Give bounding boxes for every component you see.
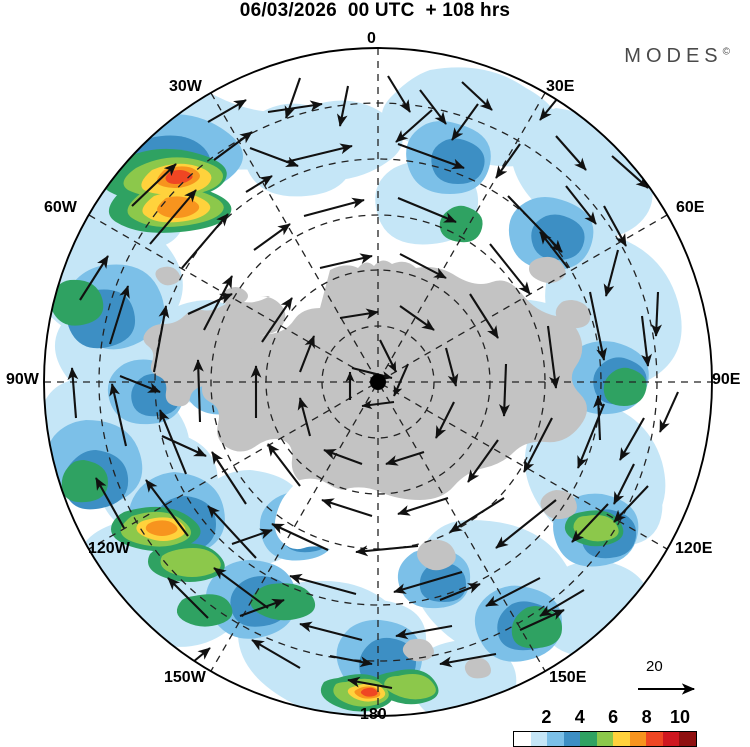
copyright-icon: © [722, 46, 730, 58]
lon-label-60e: 60E [676, 199, 705, 216]
south-pole-marker [370, 374, 386, 390]
colorbar-band-4 [580, 732, 597, 746]
wind-vectors [67, 75, 679, 690]
colorbar-band-7 [629, 732, 647, 746]
antarctica-landmass [143, 256, 591, 679]
colorbar-band-1 [530, 732, 548, 746]
colorbar-band-8 [646, 732, 663, 746]
lon-label-120e: 120E [675, 540, 713, 557]
colorbar-band-9 [662, 732, 680, 746]
page-title: 06/03/2026 00 UTC + 108 hrs [239, 0, 511, 21]
colorbar-tick-8: 8 [641, 707, 652, 727]
lon-label-30e: 30E [546, 78, 575, 95]
vector-scale-value: 20 [646, 658, 663, 675]
colorbar-band-6 [613, 732, 630, 746]
colorbar-ticks: 2 4 6 8 10 [513, 707, 697, 729]
lon-label-150e: 150E [549, 669, 587, 686]
lon-label-30w: 30W [169, 78, 202, 95]
colorbar-tick-10: 10 [669, 707, 691, 727]
lon-label-150w: 150W [164, 669, 206, 686]
parallel-40s [154, 158, 602, 606]
colorbar-tick-2: 2 [541, 707, 552, 727]
map-boundary-circle [43, 47, 713, 717]
vector-scale-arrow-svg [638, 683, 696, 695]
colorbar[interactable] [513, 731, 697, 747]
colorbar-tick-6: 6 [608, 707, 619, 727]
graticule [44, 48, 712, 716]
lon-label-0: 0 [367, 30, 376, 47]
modes-logo: MODES© [624, 45, 730, 68]
colorbar-band-5 [596, 732, 614, 746]
colorbar-band-10 [679, 732, 697, 746]
colorbar-band-3 [563, 732, 581, 746]
lon-label-90e: 90E [712, 371, 741, 388]
vector-scale-legend: 20 [636, 658, 726, 702]
lon-label-90w: 90W [6, 371, 39, 388]
lon-label-60w: 60W [44, 199, 77, 216]
colorbar-tick-4: 4 [574, 707, 585, 727]
colorbar-band-0 [514, 732, 531, 746]
colorbar-band-2 [547, 732, 564, 746]
brand-text: MODES [624, 45, 723, 67]
lon-label-120w: 120W [88, 540, 130, 557]
lon-label-180: 180 [360, 706, 387, 723]
